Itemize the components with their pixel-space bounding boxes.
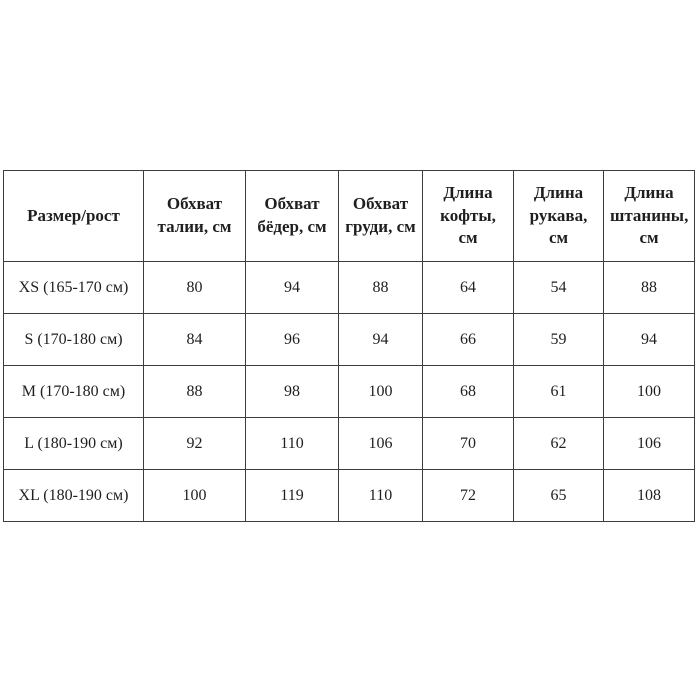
cell-l-hips: 110 bbox=[245, 417, 339, 470]
cell-s-sweater: 66 bbox=[422, 313, 514, 366]
table-row-xs: XS (165-170 см) 80 94 88 64 54 88 bbox=[3, 261, 695, 314]
cell-s-chest: 94 bbox=[338, 313, 423, 366]
column-header-waist: Обхват талии, см bbox=[143, 170, 246, 262]
table-row-l: L (180-190 см) 92 110 106 70 62 106 bbox=[3, 417, 695, 470]
cell-xl-chest: 110 bbox=[338, 469, 423, 522]
cell-m-sweater: 68 bbox=[422, 365, 514, 418]
cell-l-chest: 106 bbox=[338, 417, 423, 470]
table-row-s: S (170-180 см) 84 96 94 66 59 94 bbox=[3, 313, 695, 366]
column-header-sweater-length: Длина кофты, см bbox=[422, 170, 514, 262]
column-header-size: Размер/рост bbox=[3, 170, 144, 262]
row-label-l: L (180-190 см) bbox=[3, 417, 144, 470]
cell-xs-pantleg: 88 bbox=[603, 261, 695, 314]
cell-xs-hips: 94 bbox=[245, 261, 339, 314]
cell-s-sleeve: 59 bbox=[513, 313, 604, 366]
cell-xl-sweater: 72 bbox=[422, 469, 514, 522]
cell-xs-sleeve: 54 bbox=[513, 261, 604, 314]
cell-xl-hips: 119 bbox=[245, 469, 339, 522]
cell-xs-chest: 88 bbox=[338, 261, 423, 314]
cell-m-hips: 98 bbox=[245, 365, 339, 418]
cell-l-pantleg: 106 bbox=[603, 417, 695, 470]
cell-s-hips: 96 bbox=[245, 313, 339, 366]
cell-s-pantleg: 94 bbox=[603, 313, 695, 366]
cell-l-sweater: 70 bbox=[422, 417, 514, 470]
column-header-hips: Обхват бёдер, см bbox=[245, 170, 339, 262]
cell-xs-waist: 80 bbox=[143, 261, 246, 314]
cell-m-waist: 88 bbox=[143, 365, 246, 418]
table-row-xl: XL (180-190 см) 100 119 110 72 65 108 bbox=[3, 469, 695, 522]
column-header-chest: Обхват груди, см bbox=[338, 170, 423, 262]
cell-xl-pantleg: 108 bbox=[603, 469, 695, 522]
table-header-row: Размер/рост Обхват талии, см Обхват бёде… bbox=[3, 170, 695, 262]
cell-xl-sleeve: 65 bbox=[513, 469, 604, 522]
cell-xl-waist: 100 bbox=[143, 469, 246, 522]
size-chart-table: Размер/рост Обхват талии, см Обхват бёде… bbox=[3, 170, 695, 522]
cell-m-sleeve: 61 bbox=[513, 365, 604, 418]
cell-xs-sweater: 64 bbox=[422, 261, 514, 314]
column-header-pant-leg-length: Длина штанины, см bbox=[603, 170, 695, 262]
table-row-m: M (170-180 см) 88 98 100 68 61 100 bbox=[3, 365, 695, 418]
row-label-s: S (170-180 см) bbox=[3, 313, 144, 366]
column-header-sleeve-length: Длина рукава, см bbox=[513, 170, 604, 262]
cell-l-waist: 92 bbox=[143, 417, 246, 470]
row-label-xl: XL (180-190 см) bbox=[3, 469, 144, 522]
cell-l-sleeve: 62 bbox=[513, 417, 604, 470]
cell-s-waist: 84 bbox=[143, 313, 246, 366]
row-label-m: M (170-180 см) bbox=[3, 365, 144, 418]
cell-m-pantleg: 100 bbox=[603, 365, 695, 418]
row-label-xs: XS (165-170 см) bbox=[3, 261, 144, 314]
cell-m-chest: 100 bbox=[338, 365, 423, 418]
